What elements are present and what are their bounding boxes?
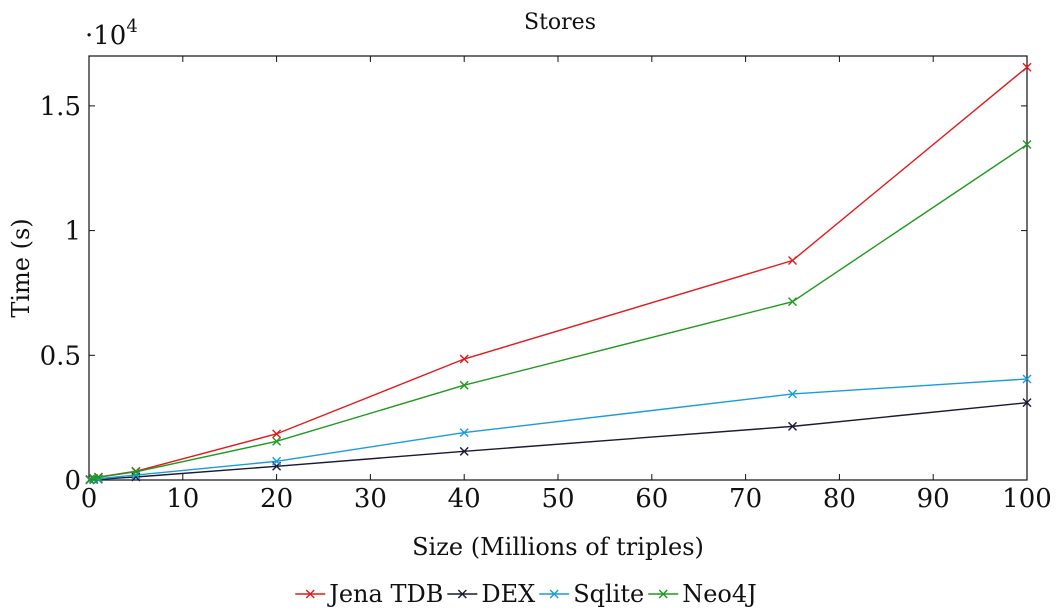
legend-label-neo4j: Neo4J [682,580,757,608]
y-tick-label: 0 [64,466,81,496]
data-point-jena-tdb [272,429,282,439]
data-point-sqlite [272,456,282,466]
data-point-dex [459,446,469,456]
series-layer [85,62,1032,485]
data-point-neo4j [131,467,141,477]
data-point-neo4j [93,472,103,482]
legend-item-jena-tdb: Jena TDB [295,580,443,608]
x-tick-label: 30 [354,484,387,514]
x-axis-label: Size (Millions of triples) [412,533,704,561]
series-jena-tdb [85,62,1032,484]
x-tick-label: 90 [917,484,950,514]
series-sqlite [85,374,1032,485]
x-tick-label: 80 [823,484,856,514]
data-point-jena-tdb [459,354,469,364]
x-tick-label: 100 [1002,484,1052,514]
legend-label-jena-tdb: Jena TDB [326,580,443,608]
legend-label-dex: DEX [481,580,535,608]
y-tick-label: 0.5 [40,341,81,371]
data-point-dex [788,421,797,431]
x-tick-label: 70 [729,484,762,514]
series-line-dex [89,401,1028,481]
legend-marker-neo4j [658,589,668,599]
legend-item-neo4j: Neo4J [648,580,757,608]
y-axis-label: Time (s) [7,218,35,317]
series-line-jena-tdb [89,66,1028,481]
y-multiplier-exponent: 4 [126,16,137,37]
data-point-sqlite [1022,374,1032,384]
x-tick-label: 60 [635,484,668,514]
y-multiplier-base: ·10 [85,21,126,51]
y-multiplier: ·104 [85,16,138,51]
legend-item-sqlite: Sqlite [539,580,644,608]
x-tick-label: 40 [448,484,481,514]
legend: Jena TDB DEX Sqlite Neo4J [295,580,757,608]
series-line-neo4j [89,143,1028,481]
series-line-sqlite [89,378,1028,481]
data-point-sqlite [788,389,797,399]
series-neo4j [85,140,1032,484]
data-point-dex [1022,398,1032,408]
data-point-neo4j [1022,140,1032,150]
series-dex [85,398,1032,485]
data-point-sqlite [459,428,469,438]
chart-title: Stores [524,10,596,35]
x-axis: 0 10 20 30 40 50 60 70 80 90 100 [81,56,1052,514]
x-tick-label: 10 [166,484,199,514]
y-axis: 0 0.5 1 1.5 [40,92,1027,496]
legend-label-sqlite: Sqlite [573,580,644,608]
data-point-neo4j [272,436,282,446]
legend-item-dex: DEX [447,580,535,608]
x-tick-label: 50 [541,484,574,514]
data-point-jena-tdb [788,256,797,266]
y-tick-label: 1 [64,217,81,247]
data-point-neo4j [788,297,797,307]
x-tick-label: 0 [81,484,98,514]
legend-marker-sqlite [549,589,559,599]
x-tick-label: 20 [260,484,293,514]
data-point-jena-tdb [1022,62,1032,72]
legend-marker-dex [457,589,467,599]
data-point-neo4j [459,380,469,390]
y-tick-label: 1.5 [40,92,81,122]
legend-marker-jena-tdb [305,589,315,599]
